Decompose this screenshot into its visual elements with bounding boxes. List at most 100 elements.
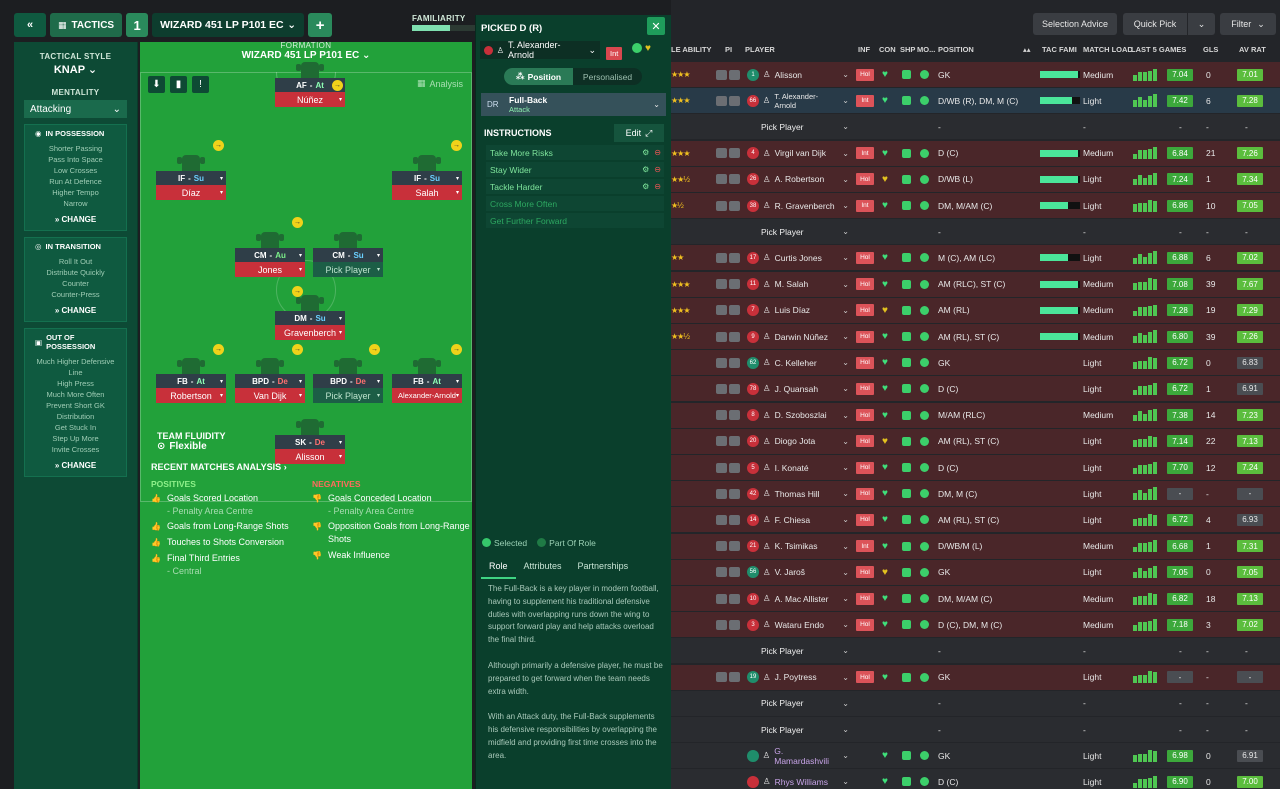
table-row[interactable]: 19 ♙ J. Poytress ⌄ Hol ♥ GK Light - - - (671, 664, 1280, 690)
report-icon[interactable] (729, 305, 740, 316)
col-last5[interactable]: LAST 5 GAMES (1131, 45, 1187, 54)
player-cell[interactable]: ♙ Rhys Williams ⌄ (747, 769, 849, 789)
compare-icon[interactable] (716, 252, 727, 263)
col-inf[interactable]: INF (858, 45, 871, 54)
pick-player-dropdown[interactable]: Pick Player ⌄ (761, 638, 849, 663)
pitch-player[interactable]: DM - Su ▾ Gravenberch ▾ (275, 295, 345, 340)
pitch-player[interactable]: BPD - De ▾ Pick Player ▾ (313, 358, 383, 403)
report-icon[interactable] (729, 436, 740, 447)
report-icon[interactable] (729, 331, 740, 342)
tab-attributes[interactable]: Attributes (523, 561, 562, 571)
compare-icon[interactable] (716, 436, 727, 447)
report-icon[interactable] (729, 357, 740, 368)
tactic-slot-number[interactable]: 1 (126, 13, 149, 37)
col-player[interactable]: PLAYER (745, 45, 775, 54)
table-row[interactable]: ★★½ 9 ♙ Darwin Núñez ⌄ Hol ♥ AM (RL), ST (C) Med… (671, 324, 1280, 349)
pitch-player[interactable]: CM - Su ▾ Pick Player ▾ (313, 232, 383, 277)
player-name-slot[interactable]: Salah ▾ (392, 185, 462, 200)
report-icon[interactable] (729, 95, 740, 106)
report-icon[interactable] (729, 252, 740, 263)
table-row[interactable]: 5 ♙ I. Konaté ⌄ Hol ♥ D (C) Light 7.70 12 7.24 (671, 455, 1280, 480)
col-av-rat[interactable]: AV RAT (1239, 45, 1266, 54)
col-match-load[interactable]: MATCH LOAD (1083, 45, 1133, 54)
report-icon[interactable] (729, 619, 740, 630)
table-row[interactable]: 14 ♙ F. Chiesa ⌄ Hol ♥ AM (RL), ST (C) Light 6.7… (671, 507, 1280, 533)
filter-button[interactable]: Filter ⌄ (1220, 13, 1276, 35)
pitch-player[interactable]: IF - Su ▾ Salah ▾ (392, 155, 462, 200)
tab-tactics[interactable]: ▦ TACTICS (50, 13, 123, 37)
player-cell[interactable]: 56 ♙ V. Jaroš ⌄ (747, 560, 849, 585)
compare-icon[interactable] (716, 383, 727, 394)
player-cell[interactable]: 78 ♙ J. Quansah ⌄ (747, 376, 849, 401)
compare-icon[interactable] (716, 593, 727, 604)
player-name-slot[interactable]: Alexander-Arnold ▾ (392, 388, 462, 403)
remove-icon[interactable]: ⊖ (654, 165, 661, 174)
compare-icon[interactable] (716, 541, 727, 552)
compare-icon[interactable] (716, 514, 727, 525)
table-row[interactable]: ★★★ 7 ♙ Luis Díaz ⌄ Hol ♥ AM (RL) Medium 7.28 19 7.… (671, 297, 1280, 323)
player-name-slot[interactable]: Gravenberch ▾ (275, 325, 345, 340)
picked-player-selector[interactable]: ♙ T. Alexander-Arnold ⌄ (480, 40, 600, 60)
gear-icon[interactable]: ⚙ (642, 148, 650, 157)
player-cell[interactable]: 3 ♙ Wataru Endo ⌄ (747, 612, 849, 637)
quick-pick-menu[interactable]: ⌄ (1188, 13, 1215, 35)
report-icon[interactable] (729, 488, 740, 499)
info-view-button[interactable]: ! (192, 76, 209, 93)
out-of-possession-change-button[interactable]: » CHANGE (29, 461, 122, 470)
compare-icon[interactable] (716, 95, 727, 106)
table-row[interactable]: ♙ G. Mamardashvili ⌄ ♥ GK Light 6.98 0 6.91 (671, 743, 1280, 769)
report-icon[interactable] (729, 541, 740, 552)
selection-advice-button[interactable]: Selection Advice (1033, 13, 1117, 35)
report-icon[interactable] (729, 410, 740, 421)
report-icon[interactable] (729, 148, 740, 159)
player-cell[interactable]: 17 ♙ Curtis Jones ⌄ (747, 245, 849, 270)
pick-player-dropdown[interactable]: Pick Player ⌄ (761, 114, 849, 139)
player-name-slot[interactable]: Jones ▾ (235, 262, 305, 277)
pick-player-row[interactable]: Pick Player ⌄ - - - - - (671, 717, 1280, 742)
tactical-style-dropdown[interactable]: KNAP ⌄ (24, 63, 127, 76)
analysis-button[interactable]: ▦ Analysis (417, 78, 463, 89)
col-mo[interactable]: MO... (917, 45, 936, 54)
player-cell[interactable]: ♙ G. Mamardashvili ⌄ (747, 743, 849, 768)
player-name-slot[interactable]: Díaz ▾ (156, 185, 226, 200)
role-dropdown[interactable]: DR Full-Back Attack ⌄ (481, 93, 666, 116)
col-shp[interactable]: SHP (900, 45, 916, 54)
player-name-slot[interactable]: Alisson ▾ (275, 449, 345, 464)
report-icon[interactable] (729, 567, 740, 578)
instructions-view-button[interactable]: ⬇ (148, 76, 165, 93)
quick-pick-button[interactable]: Quick Pick (1123, 13, 1187, 35)
table-row[interactable]: ★★★ 66 ♙ T. Alexander-Arnold ⌄ Int ♥ D/WB (R), … (671, 88, 1280, 114)
player-cell[interactable]: 14 ♙ F. Chiesa ⌄ (747, 507, 849, 532)
position-toggle[interactable]: ⁂ Position (504, 68, 573, 85)
report-icon[interactable] (729, 279, 740, 290)
col-tac-fami[interactable]: TAC FAMI (1042, 45, 1077, 54)
player-instruction[interactable]: Get Further Forward (486, 213, 664, 228)
player-cell[interactable]: 1 ♙ Alisson ⌄ (747, 62, 849, 87)
table-row[interactable]: ★★★ 11 ♙ M. Salah ⌄ Hol ♥ AM (RLC), ST (C) Mediu… (671, 271, 1280, 297)
pick-player-row[interactable]: Pick Player ⌄ - - - - - (671, 114, 1280, 140)
player-name-slot[interactable]: Pick Player ▾ (313, 388, 383, 403)
compare-icon[interactable] (716, 357, 727, 368)
player-cell[interactable]: 42 ♙ Thomas Hill ⌄ (747, 481, 849, 506)
player-cell[interactable]: 19 ♙ J. Poytress ⌄ (747, 665, 849, 690)
edit-instructions-button[interactable]: Edit ⤢ (614, 124, 664, 142)
compare-icon[interactable] (716, 331, 727, 342)
player-cell[interactable]: 62 ♙ C. Kelleher ⌄ (747, 350, 849, 375)
player-cell[interactable]: 4 ♙ Virgil van Dijk ⌄ (747, 141, 849, 166)
report-icon[interactable] (729, 383, 740, 394)
player-cell[interactable]: 11 ♙ M. Salah ⌄ (747, 272, 849, 297)
table-row[interactable]: ★½ 38 ♙ R. Gravenberch ⌄ Int ♥ DM, M/AM (C) Ligh… (671, 193, 1280, 218)
add-tactic-button[interactable]: + (308, 13, 333, 37)
pick-player-dropdown[interactable]: Pick Player ⌄ (761, 691, 849, 716)
player-cell[interactable]: 5 ♙ I. Konaté ⌄ (747, 455, 849, 480)
report-icon[interactable] (729, 672, 740, 683)
player-cell[interactable]: 21 ♙ K. Tsimikas ⌄ (747, 534, 849, 559)
table-row[interactable]: 78 ♙ J. Quansah ⌄ Hol ♥ D (C) Light 6.72 1 6.91 (671, 376, 1280, 402)
report-icon[interactable] (729, 200, 740, 211)
remove-icon[interactable]: ⊖ (654, 148, 661, 157)
pitch-player[interactable]: FB - At ▾ Alexander-Arnold ▾ (392, 358, 462, 403)
gear-icon[interactable]: ⚙ (642, 182, 650, 191)
player-name-slot[interactable]: Núñez ▾ (275, 92, 345, 107)
report-icon[interactable] (729, 462, 740, 473)
table-row[interactable]: 56 ♙ V. Jaroš ⌄ Hol ♥ GK Light 7.05 0 7.05 (671, 559, 1280, 585)
